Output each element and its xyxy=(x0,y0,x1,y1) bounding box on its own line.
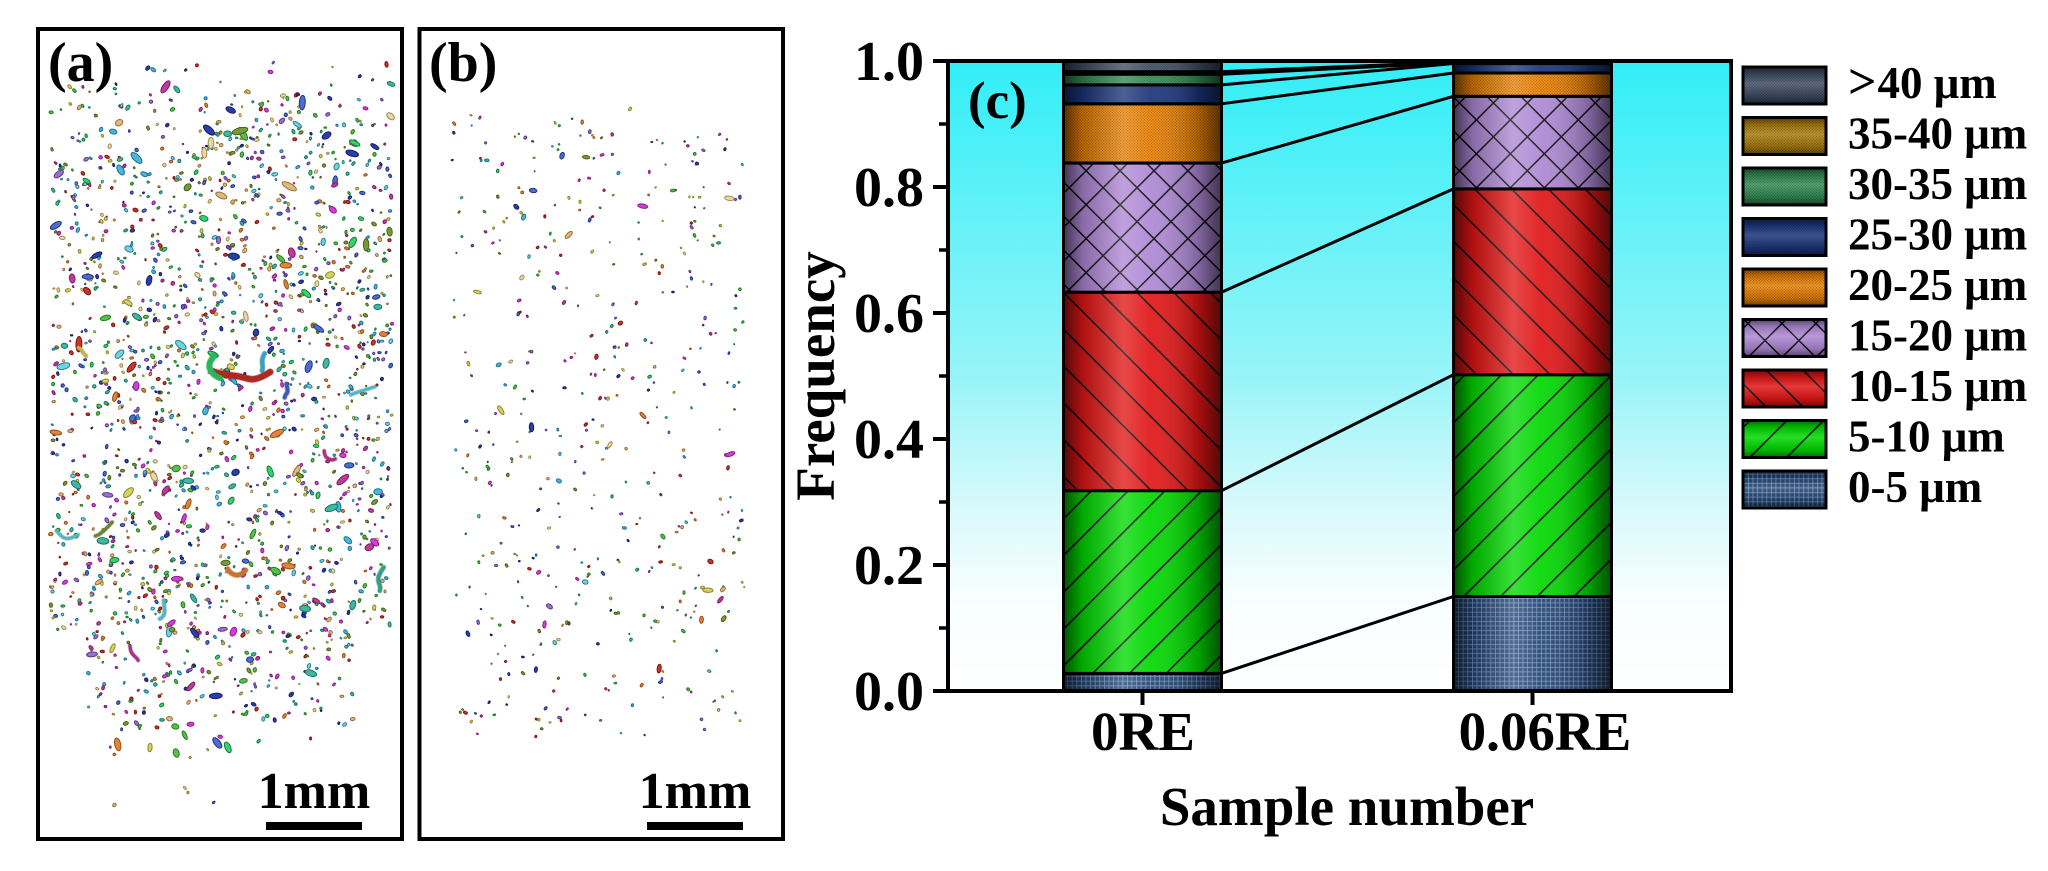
svg-text:Frequency: Frequency xyxy=(785,251,846,501)
svg-text:15-20 μm: 15-20 μm xyxy=(1848,311,2027,361)
svg-text:0.2: 0.2 xyxy=(854,535,924,597)
svg-text:10-15 μm: 10-15 μm xyxy=(1848,361,2027,411)
svg-text:20-25 μm: 20-25 μm xyxy=(1848,260,2027,310)
svg-text:1.0: 1.0 xyxy=(854,31,924,93)
svg-text:5-10 μm: 5-10 μm xyxy=(1848,412,2005,462)
svg-text:25-30 μm: 25-30 μm xyxy=(1848,210,2027,260)
svg-text:(c): (c) xyxy=(968,72,1027,130)
svg-text:(b): (b) xyxy=(429,32,497,94)
svg-text:0.8: 0.8 xyxy=(854,157,924,219)
svg-text:0.06RE: 0.06RE xyxy=(1459,701,1632,762)
svg-text:0.4: 0.4 xyxy=(854,409,924,471)
svg-text:35-40 μm: 35-40 μm xyxy=(1848,109,2027,159)
svg-text:30-35 μm: 30-35 μm xyxy=(1848,159,2027,209)
svg-text:0RE: 0RE xyxy=(1091,701,1195,762)
svg-text:(a): (a) xyxy=(48,32,113,94)
svg-text:Sample number: Sample number xyxy=(1160,776,1534,837)
svg-text:0.6: 0.6 xyxy=(854,283,924,345)
svg-text:>40 μm: >40 μm xyxy=(1848,53,1997,109)
svg-text:0.0: 0.0 xyxy=(854,661,924,723)
svg-text:0-5 μm: 0-5 μm xyxy=(1848,462,1982,512)
svg-text:1mm: 1mm xyxy=(639,763,752,820)
svg-text:1mm: 1mm xyxy=(258,763,371,820)
